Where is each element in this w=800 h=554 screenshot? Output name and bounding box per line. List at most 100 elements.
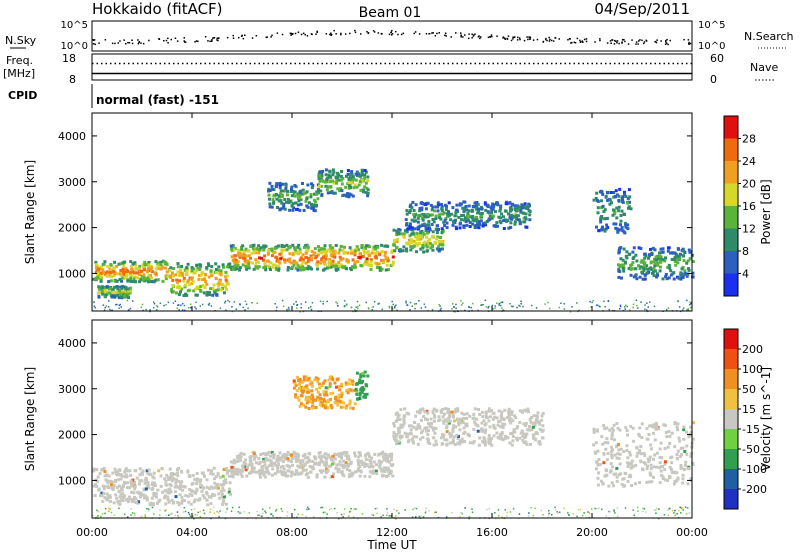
power-echo-cell	[109, 263, 113, 267]
power-echo-cell	[320, 258, 324, 262]
velocity-echo-cell	[325, 400, 329, 404]
velocity-echo-cell	[371, 469, 375, 473]
velocity-echo-cell	[676, 449, 680, 453]
velocity-echo-cell	[534, 438, 538, 442]
velocity-echo-cell	[182, 485, 186, 488]
velocity-echo-cell	[482, 419, 486, 423]
velocity-echo-cell	[296, 375, 299, 379]
velocity-echo-cell	[356, 397, 359, 401]
velocity-echo-cell	[635, 446, 639, 450]
velocity-echo-cell	[501, 417, 505, 421]
power-echo-cell	[233, 254, 237, 258]
velocity-echo-cell	[418, 437, 422, 441]
velocity-speckle-cell	[460, 511, 462, 514]
power-echo-cell	[361, 190, 365, 194]
velocity-echo-cell	[168, 487, 172, 491]
power-echo-cell	[230, 267, 234, 271]
power-speckle-cell	[274, 303, 276, 305]
velocity-echo-cell	[235, 470, 238, 474]
velocity-echo-cell	[396, 415, 400, 419]
power-echo-cell	[389, 264, 393, 268]
velocity-echo-cell	[364, 458, 368, 461]
velocity-echo-cell	[420, 418, 423, 422]
power-echo-cell	[310, 206, 314, 210]
power-echo-cell	[673, 260, 677, 263]
velocity-echo-cell	[392, 434, 396, 438]
power-echo-cell	[661, 258, 665, 262]
power-echo-cell	[249, 245, 253, 248]
velocity-echo-cell	[499, 415, 503, 419]
power-echo-cell	[473, 201, 477, 205]
velocity-speckle-cell	[596, 508, 598, 510]
power-echo-cell	[427, 220, 431, 223]
power-echo-cell	[416, 243, 420, 247]
power-echo-cell	[416, 237, 420, 241]
power-echo-cell	[128, 286, 132, 290]
velocity-echo-cell	[386, 474, 390, 478]
velocity-echo-cell	[456, 436, 460, 440]
power-echo-cell	[414, 203, 418, 207]
power-echo-cell	[278, 186, 282, 190]
power-echo-cell	[274, 193, 278, 196]
velocity-echo-cell	[155, 495, 159, 499]
velocity-speckle-cell	[349, 510, 352, 512]
power-echo-cell	[119, 292, 123, 296]
power-echo-cell	[416, 220, 420, 224]
velocity-echo-cell	[358, 465, 362, 468]
velocity-echo-cell	[511, 435, 515, 438]
noise-dot	[184, 41, 187, 43]
power-echo-cell	[250, 251, 254, 255]
velocity-echo-cell	[639, 445, 643, 448]
power-echo-cell	[95, 266, 99, 270]
power-echo-cell	[270, 249, 274, 253]
noise-dot	[316, 31, 318, 33]
power-echo-cell	[220, 282, 224, 286]
power-echo-cell	[112, 269, 116, 273]
power-echo-cell	[369, 264, 373, 267]
power-speckle-cell	[107, 306, 110, 308]
noise-dot	[330, 32, 332, 34]
velocity-echo-cell	[184, 494, 188, 498]
power-colorbar-swatch	[724, 206, 738, 229]
power-echo-cell	[270, 205, 274, 209]
velocity-echo-cell	[294, 457, 298, 460]
velocity-echo-cell	[462, 426, 466, 430]
power-echo-cell	[311, 183, 315, 187]
power-speckle-cell	[276, 306, 278, 309]
velocity-echo-cell	[234, 468, 238, 472]
power-echo-cell	[364, 190, 368, 194]
velocity-echo-cell	[95, 479, 99, 483]
velocity-echo-cell	[347, 464, 351, 468]
velocity-echo-cell	[342, 463, 346, 467]
range-tick-label: 4000	[58, 130, 86, 143]
velocity-echo-cell	[326, 386, 330, 390]
noise-dot	[478, 35, 480, 37]
noise-dot	[474, 33, 476, 35]
power-echo-cell	[317, 177, 321, 180]
power-echo-cell	[112, 266, 116, 270]
power-speckle-cell	[108, 300, 110, 302]
velocity-echo-cell	[596, 476, 600, 480]
power-echo-cell	[444, 217, 448, 220]
power-echo-cell	[306, 259, 310, 263]
velocity-speckle-cell	[257, 514, 259, 516]
velocity-echo-cell	[209, 472, 213, 476]
power-speckle-cell	[604, 306, 606, 308]
velocity-echo-cell	[468, 434, 471, 438]
noise-dot	[438, 32, 440, 34]
power-echo-cell	[284, 189, 288, 193]
power-echo-cell	[419, 201, 423, 205]
power-echo-cell	[447, 201, 451, 205]
velocity-echo-cell	[306, 456, 310, 460]
noise-dot	[119, 40, 121, 42]
velocity-echo-cell	[345, 389, 348, 393]
power-echo-cell	[634, 273, 638, 277]
noise-dot	[400, 33, 403, 36]
velocity-echo-cell	[258, 469, 262, 473]
noise-dot	[432, 32, 434, 34]
power-echo-cell	[528, 218, 532, 222]
velocity-echo-cell	[511, 439, 515, 443]
velocity-echo-cell	[445, 442, 449, 446]
power-echo-cell	[425, 235, 429, 239]
